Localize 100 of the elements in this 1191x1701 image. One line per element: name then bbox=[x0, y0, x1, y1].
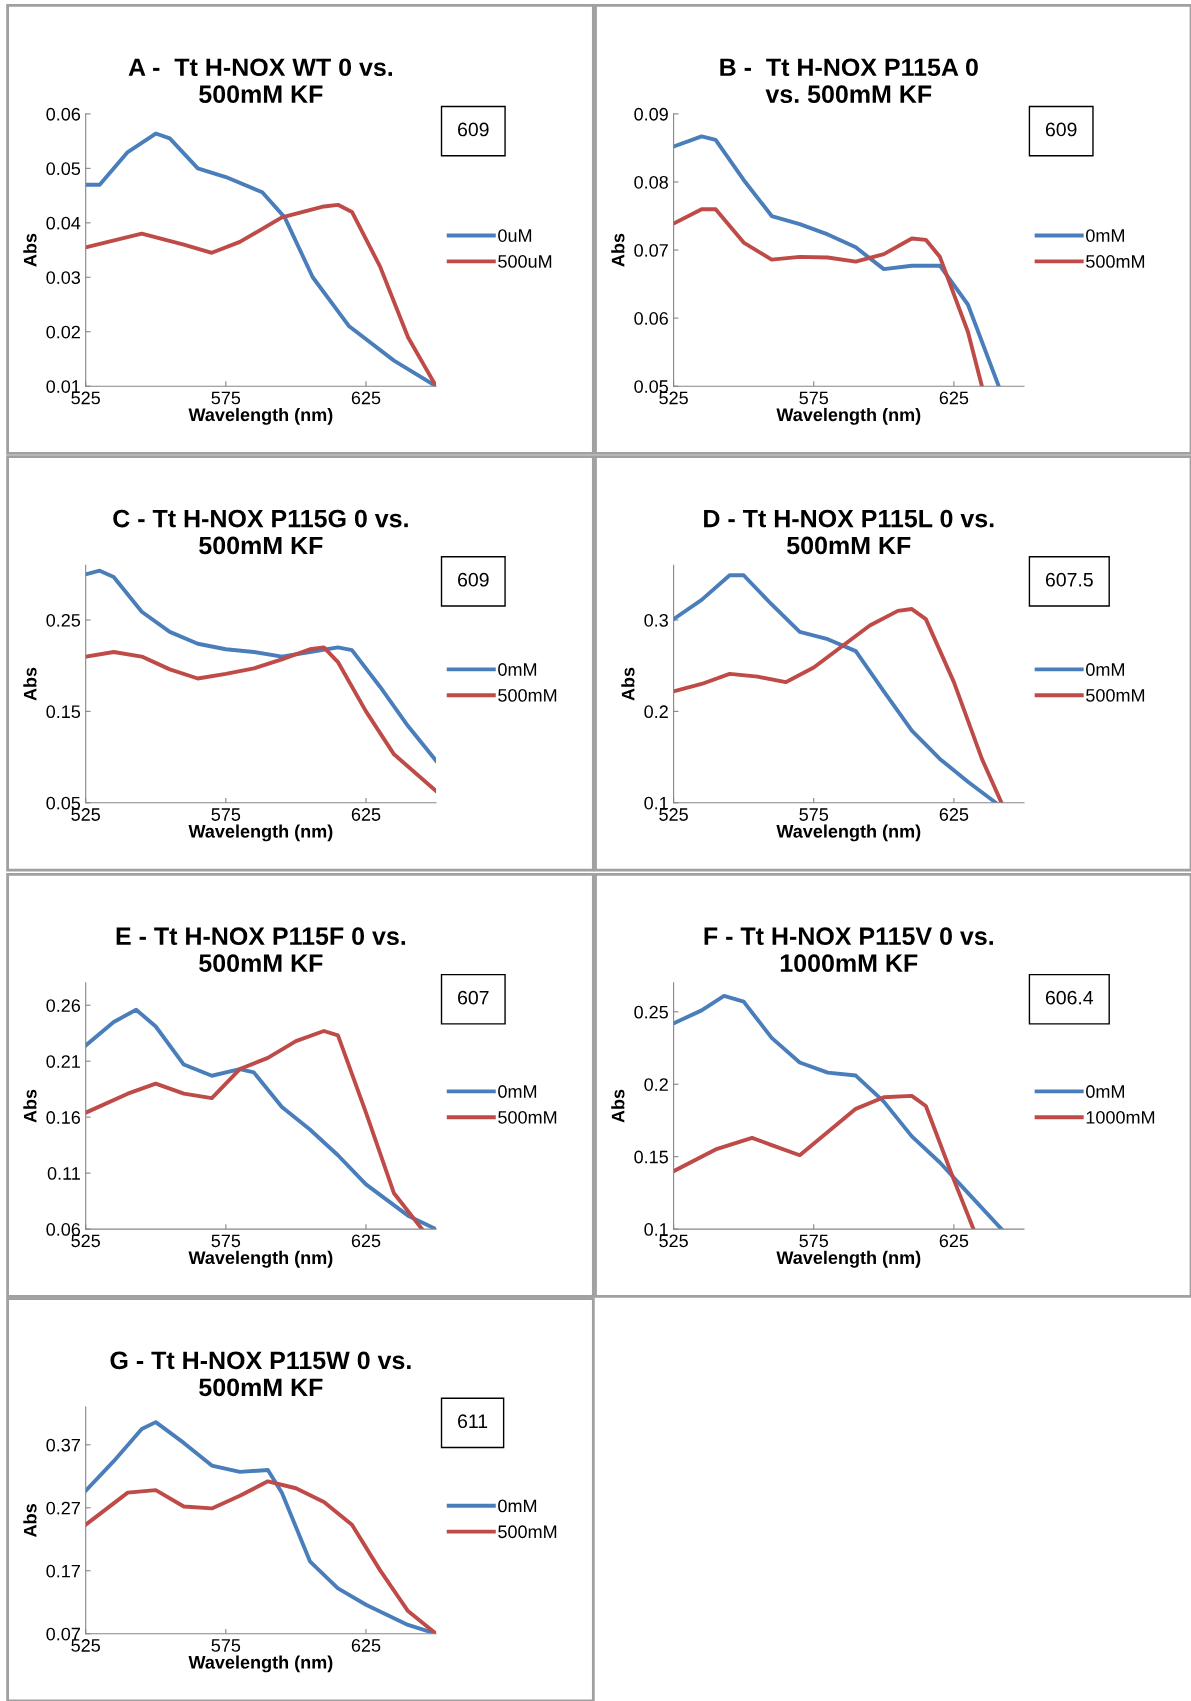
y-tick-label: 0.05 bbox=[634, 380, 668, 393]
y-axis-title: Abs bbox=[23, 667, 37, 701]
y-axis-title: Abs bbox=[611, 233, 625, 267]
y-tick-label: 0.21 bbox=[46, 1055, 80, 1068]
line-series bbox=[85, 568, 437, 763]
y-tick-label: 0.15 bbox=[46, 705, 81, 719]
line-series bbox=[673, 207, 984, 387]
chart-title: D - Tt H-NOX P115L 0 vs. 500mM KF bbox=[704, 509, 994, 555]
y-tick-label: 0.17 bbox=[46, 1564, 80, 1578]
text: 607 bbox=[458, 990, 489, 1005]
x-axis-title: Wavelength (nm) bbox=[188, 824, 333, 842]
x-tick-label: 525 bbox=[71, 391, 100, 405]
y-tick-label: 0.06 bbox=[46, 1223, 81, 1236]
legend-label: 500uM bbox=[498, 255, 552, 268]
chart-title: E - Tt H-NOX P115F 0 vs. 500mM KF bbox=[116, 927, 406, 972]
x-axis-title: Wavelength (nm) bbox=[776, 824, 921, 842]
x-tick-label: 525 bbox=[71, 1639, 100, 1652]
legend-label: 0mM bbox=[498, 663, 537, 676]
legend-label: 0mM bbox=[498, 1499, 537, 1513]
chart-title: F - Tt H-NOX P115V 0 vs. 1000mM KF bbox=[704, 927, 993, 972]
x-tick-label: 625 bbox=[351, 1234, 381, 1248]
x-tick-label: 575 bbox=[211, 1234, 241, 1248]
y-tick-label: 0.27 bbox=[46, 1501, 80, 1515]
x-tick-label: 625 bbox=[939, 808, 969, 821]
text: 609 bbox=[1045, 122, 1077, 137]
y-tick-label: 0.02 bbox=[46, 325, 80, 339]
x-tick-label: 525 bbox=[659, 808, 688, 821]
legend-label: 1000mM bbox=[1086, 1110, 1155, 1124]
x-tick-label: 625 bbox=[939, 391, 969, 405]
y-axis-title: Abs bbox=[23, 233, 37, 267]
x-axis-title: Wavelength (nm) bbox=[776, 1250, 921, 1268]
y-tick-label: 0.2 bbox=[644, 1078, 668, 1091]
line-series bbox=[673, 134, 1001, 387]
y-tick-label: 0.11 bbox=[47, 1167, 80, 1180]
y-tick-label: 0.26 bbox=[46, 999, 81, 1012]
x-tick-label: 525 bbox=[659, 391, 688, 405]
line-series bbox=[85, 645, 437, 793]
y-tick-label: 0.06 bbox=[634, 312, 668, 325]
text: 606.4 bbox=[1045, 990, 1094, 1005]
y-tick-label: 0.37 bbox=[46, 1438, 80, 1452]
text: 607.5 bbox=[1045, 572, 1093, 587]
y-axis-title: Abs bbox=[23, 1504, 37, 1537]
line-series bbox=[673, 607, 1004, 803]
legend-label: 500mM bbox=[498, 1110, 557, 1124]
y-tick-label: 0.04 bbox=[46, 216, 81, 230]
legend-label: 500mM bbox=[498, 688, 557, 702]
line-series bbox=[673, 573, 998, 803]
x-tick-label: 525 bbox=[71, 1234, 100, 1248]
text: 609 bbox=[458, 122, 489, 137]
y-tick-label: 0.15 bbox=[634, 1150, 668, 1164]
x-tick-label: 575 bbox=[211, 808, 241, 821]
y-tick-label: 0.05 bbox=[46, 162, 81, 176]
text: 611 bbox=[458, 1414, 488, 1429]
x-tick-label: 575 bbox=[211, 391, 241, 405]
y-tick-label: 0.16 bbox=[46, 1111, 81, 1124]
y-axis-title: Abs bbox=[23, 1089, 37, 1123]
chart-title: C - Tt H-NOX P115G 0 vs. 500mM KF bbox=[113, 509, 408, 555]
chart-title: G - Tt H-NOX P115W 0 vs. 500mM KF bbox=[110, 1351, 411, 1397]
x-tick-label: 575 bbox=[799, 1234, 829, 1248]
x-axis-title: Wavelength (nm) bbox=[188, 407, 333, 425]
y-tick-label: 0.3 bbox=[644, 613, 668, 627]
y-tick-label: 0.1 bbox=[644, 796, 668, 810]
y-axis-title: Abs bbox=[611, 1089, 625, 1123]
chart-title: B - Tt H-NOX P115A 0 vs. 500mM KF bbox=[720, 58, 978, 104]
x-tick-label: 525 bbox=[659, 1234, 688, 1248]
text: 609 bbox=[458, 572, 489, 587]
x-tick-label: 625 bbox=[351, 808, 381, 821]
y-tick-label: 0.07 bbox=[634, 243, 668, 257]
x-tick-label: 625 bbox=[939, 1234, 969, 1248]
y-tick-label: 0.01 bbox=[46, 380, 80, 393]
x-axis-title: Wavelength (nm) bbox=[776, 407, 921, 425]
legend-label: 0mM bbox=[1086, 663, 1124, 676]
y-tick-label: 0.08 bbox=[634, 175, 668, 189]
x-tick-label: 625 bbox=[351, 1639, 381, 1652]
y-tick-label: 0.09 bbox=[634, 107, 668, 121]
x-tick-label: 575 bbox=[799, 391, 829, 405]
legend-label: 500mM bbox=[1086, 688, 1145, 702]
y-tick-label: 0.25 bbox=[634, 1005, 668, 1019]
legend-label: 0mM bbox=[1086, 229, 1124, 242]
legend-label: 500mM bbox=[498, 1525, 557, 1539]
x-tick-label: 575 bbox=[211, 1639, 241, 1652]
chart-title: A - Tt H-NOX WT 0 vs. 500mM KF bbox=[128, 58, 393, 104]
x-tick-label: 525 bbox=[71, 808, 100, 821]
y-tick-label: 0.03 bbox=[46, 271, 81, 284]
legend-label: 0mM bbox=[498, 1085, 537, 1098]
y-tick-label: 0.07 bbox=[46, 1627, 80, 1641]
line-series bbox=[673, 993, 1004, 1230]
x-tick-label: 625 bbox=[351, 391, 381, 405]
y-tick-label: 0.25 bbox=[46, 613, 81, 627]
legend-label: 0uM bbox=[498, 229, 532, 242]
line-series bbox=[673, 1093, 976, 1230]
legend-label: 0mM bbox=[1086, 1085, 1124, 1098]
y-tick-label: 0.06 bbox=[46, 107, 81, 121]
y-axis-title: Abs bbox=[621, 667, 635, 701]
x-axis-title: Wavelength (nm) bbox=[188, 1655, 333, 1673]
y-tick-label: 0.2 bbox=[644, 705, 668, 719]
legend-label: 500mM bbox=[1086, 255, 1145, 268]
x-axis-title: Wavelength (nm) bbox=[188, 1250, 333, 1268]
y-tick-label: 0.05 bbox=[46, 796, 81, 810]
x-tick-label: 575 bbox=[799, 808, 829, 821]
